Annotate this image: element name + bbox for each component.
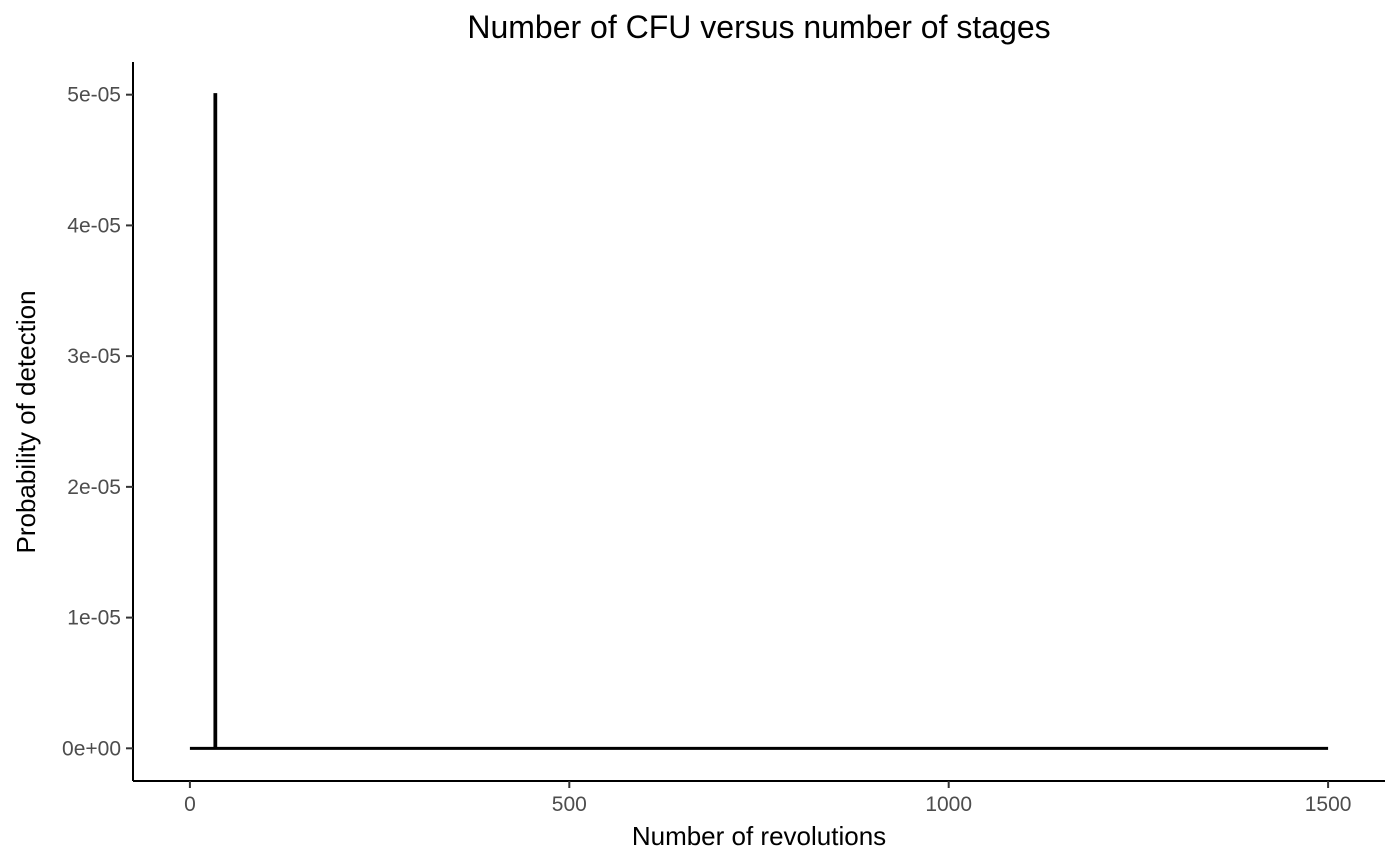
y-tick-label: 2e-05 [67,476,121,499]
chart-title: Number of CFU versus number of stages [467,9,1050,45]
x-ticks: 0 500 1000 1500 [184,781,1351,816]
y-tick-label: 1e-05 [67,607,121,630]
x-axis-title: Number of revolutions [632,821,886,851]
x-tick-label: 500 [552,793,587,816]
y-tick-label: 4e-05 [67,214,121,237]
series-line [189,93,1329,750]
y-tick-label: 0e+00 [62,737,121,760]
x-tick-label: 1500 [1305,793,1352,816]
y-tick-label: 5e-05 [67,84,121,107]
y-axis-title: Probability of detection [11,290,41,553]
y-tick-label: 3e-05 [67,345,121,368]
plot-area [189,93,1329,750]
x-tick-label: 1000 [925,793,972,816]
x-tick-label: 0 [184,793,196,816]
y-ticks: 0e+00 1e-05 2e-05 3e-05 4e-05 5e-05 [62,84,133,760]
